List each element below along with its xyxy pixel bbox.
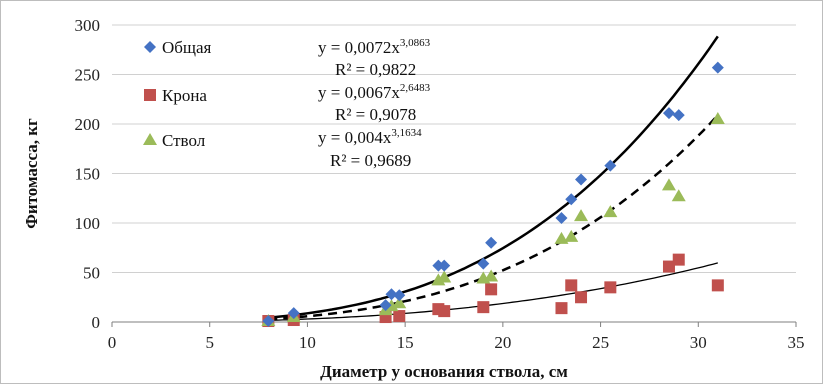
x-tick-label: 35 <box>788 333 805 352</box>
data-point-Крона <box>565 279 578 292</box>
x-tick-label: 20 <box>494 333 511 352</box>
data-point-Общая <box>379 299 392 312</box>
data-point-Ствол <box>671 189 686 202</box>
data-point-Крона <box>672 253 685 266</box>
data-point-Ствол <box>554 231 569 244</box>
x-tick-label: 15 <box>397 333 414 352</box>
data-point-Крона <box>604 281 617 294</box>
data-point-Общая <box>565 193 578 206</box>
data-point-Общая <box>287 307 300 320</box>
data-point-Крона <box>485 283 498 296</box>
legend-label-Крона: Крона <box>162 86 207 105</box>
trendline-r2-Крона: R² = 0,9078 <box>335 105 416 124</box>
data-point-Общая <box>477 257 490 270</box>
data-point-Общая <box>393 289 406 302</box>
y-tick-label: 200 <box>75 115 101 134</box>
y-tick-label: 100 <box>75 214 101 233</box>
data-point-Крона <box>662 260 675 273</box>
data-point-Общая <box>438 259 451 272</box>
x-tick-label: 30 <box>690 333 707 352</box>
trendline-r2-Общая: R² = 0,9822 <box>335 60 416 79</box>
data-point-Общая <box>711 61 724 74</box>
x-tick-label: 0 <box>108 333 117 352</box>
y-tick-label: 50 <box>83 264 100 283</box>
legend-marker-Общая <box>144 41 156 53</box>
trendline-equation-Ствол: y = 0,004x3,1634 <box>318 127 422 147</box>
x-tick-label: 5 <box>205 333 214 352</box>
y-tick-label: 150 <box>75 165 101 184</box>
data-point-Крона <box>438 305 451 318</box>
data-point-Общая <box>385 288 398 301</box>
x-tick-label: 10 <box>299 333 316 352</box>
data-point-Крона <box>575 291 588 304</box>
trendline-Крона <box>268 262 718 322</box>
data-point-Ствол <box>574 209 589 222</box>
data-point-Общая <box>575 173 588 186</box>
y-tick-label: 0 <box>92 313 101 332</box>
data-point-Ствол <box>710 112 725 125</box>
data-point-Общая <box>672 109 685 122</box>
legend-label-Ствол: Ствол <box>162 131 206 150</box>
x-tick-label: 25 <box>592 333 609 352</box>
data-point-Крона <box>477 301 490 314</box>
trendline-equation-Крона: y = 0,0067x2,6483 <box>318 82 431 102</box>
legend-marker-Ствол <box>143 133 157 145</box>
data-point-Крона <box>393 310 406 323</box>
data-point-Общая <box>262 315 275 328</box>
data-point-Ствол <box>661 178 676 191</box>
data-point-Крона <box>555 302 568 315</box>
data-point-Общая <box>485 236 498 249</box>
legend-label-Общая: Общая <box>162 38 212 57</box>
data-point-Ствол <box>392 296 407 309</box>
data-point-Ствол <box>484 269 499 282</box>
x-axis-title: Диаметр у основания ствола, см <box>320 362 568 381</box>
legend-marker-Крона <box>144 89 156 101</box>
data-point-Общая <box>555 212 568 225</box>
data-point-Крона <box>711 279 724 292</box>
data-point-Ствол <box>603 205 618 218</box>
trendline-equation-Общая: y = 0,0072x3,0863 <box>318 37 431 57</box>
data-point-Ствол <box>437 270 452 283</box>
trendline-Общая <box>268 35 719 319</box>
data-point-Общая <box>604 159 617 172</box>
data-point-Ствол <box>564 229 579 242</box>
y-tick-label: 300 <box>75 16 101 35</box>
y-axis-title: Фитомасса, кг <box>22 118 41 229</box>
trendline-r2-Ствол: R² = 0,9689 <box>330 151 411 170</box>
data-point-Общая <box>662 107 675 120</box>
y-tick-label: 250 <box>75 66 101 85</box>
